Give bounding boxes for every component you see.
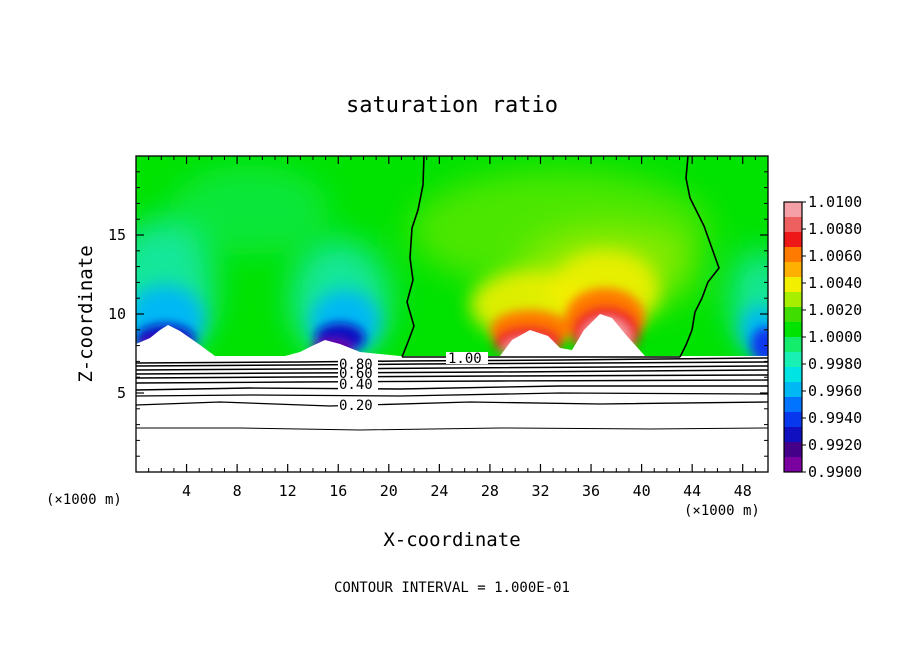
- unsaturated-region: [136, 314, 768, 472]
- colorbar-label: 0.9940: [808, 409, 862, 427]
- x-tick-label: 36: [582, 482, 600, 500]
- chart-title: saturation ratio: [346, 93, 558, 118]
- x-tick-label: 32: [531, 482, 549, 500]
- colorbar-segment: [784, 382, 802, 398]
- contour-line-10: [136, 427, 768, 431]
- contour-line-9: [136, 401, 768, 407]
- colorbar-segment: [784, 397, 802, 413]
- x-axis-label: X-coordinate: [383, 529, 520, 551]
- x-tick-label: 8: [233, 482, 242, 500]
- colorbar-segment: [784, 307, 802, 323]
- colorbar-segment: [784, 322, 802, 338]
- contour-line-7: [136, 385, 768, 391]
- x-tick-label: 12: [279, 482, 297, 500]
- x-tick-label: 40: [633, 482, 651, 500]
- colorbar-label: 1.0020: [808, 301, 862, 319]
- contour-line-4: [136, 369, 768, 375]
- contour-label-bg-5: [446, 352, 488, 364]
- x-tick-label: 20: [380, 482, 398, 500]
- x-axis-unit-left: (×1000 m): [46, 492, 122, 508]
- colorbar-segment: [784, 457, 802, 473]
- colorbar-segment: [784, 292, 802, 308]
- plot-field: [136, 156, 768, 472]
- contour-label-bg-4: [338, 399, 378, 412]
- y-axis-ticks: 5 10 15: [108, 171, 768, 457]
- colorbar-label: 0.9920: [808, 436, 862, 454]
- contour-line-5: [136, 374, 768, 379]
- colorbar-segment: [784, 427, 802, 443]
- colorbar-label: 1.0040: [808, 274, 862, 292]
- colorbar-segment: [784, 202, 802, 218]
- colorbar-segment: [784, 412, 802, 428]
- colorbar-label: 1.0060: [808, 247, 862, 265]
- colorbar-segment: [784, 232, 802, 248]
- contour-label-bg-2: [338, 366, 378, 379]
- contour-label-bg-1: [338, 356, 378, 369]
- colorbar-segment: [784, 262, 802, 278]
- contour-interval-note: CONTOUR INTERVAL = 1.000E-01: [334, 580, 570, 596]
- colorbar-segment: [784, 352, 802, 368]
- colorbar-label: 1.0080: [808, 220, 862, 238]
- colorbar-label: 1.0000: [808, 328, 862, 346]
- x-axis-ticks: 4 8 12 16 20 24 28 32 36 40 44 48: [148, 156, 756, 500]
- x-tick-label: 48: [734, 482, 752, 500]
- x-tick-label: 44: [683, 482, 701, 500]
- colorbar-label: 0.9980: [808, 355, 862, 373]
- contour-label-3: 0.40: [339, 377, 373, 393]
- colorbar-segment: [784, 247, 802, 263]
- colorbar-segment: [784, 217, 802, 233]
- contour-line-1: [136, 357, 768, 364]
- x-axis-unit-right: (×1000 m): [684, 503, 760, 519]
- contour-line-8: [136, 392, 768, 397]
- contour-label-5: 1.00: [448, 351, 482, 367]
- colorbar-label: 1.0100: [808, 193, 862, 211]
- contour-label-4: 0.20: [339, 398, 373, 414]
- field-blue-edge-right: [751, 327, 768, 363]
- x-tick-label: 28: [481, 482, 499, 500]
- colorbar-segment: [784, 442, 802, 458]
- contour-label-2: 0.60: [339, 366, 373, 382]
- x-tick-label: 24: [430, 482, 448, 500]
- y-axis-label: Z-coordinate: [75, 245, 97, 382]
- colorbar-segment: [784, 367, 802, 383]
- contour-label-bg-3: [338, 377, 378, 390]
- x-tick-label: 4: [182, 482, 191, 500]
- y-tick-label: 10: [108, 305, 126, 323]
- y-tick-label: 15: [108, 226, 126, 244]
- colorbar: 1.0100 1.0080 1.0060 1.0040 1.0020 1.0000 0.99…: [783, 193, 862, 481]
- contour-1-right: [679, 156, 720, 358]
- contour-line-6: [136, 379, 768, 384]
- colorbar-label: 0.9960: [808, 382, 862, 400]
- field-green-light-left: [170, 165, 330, 255]
- contour-1-left: [401, 156, 425, 358]
- contour-label-1: 0.80: [339, 357, 373, 373]
- y-tick-label: 5: [117, 384, 126, 402]
- x-tick-label: 16: [329, 482, 347, 500]
- colorbar-segment: [784, 337, 802, 353]
- colorbar-segment: [784, 277, 802, 293]
- colorbar-label: 0.9900: [808, 463, 862, 481]
